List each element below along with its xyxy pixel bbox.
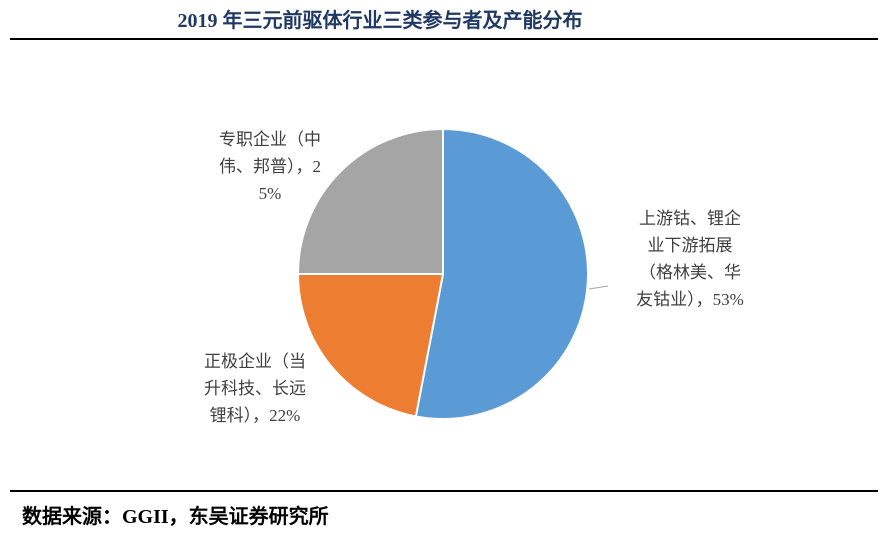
value-label: 53% — [712, 290, 744, 309]
slice-label: 正极企业（当升科技、长远锂科），22% — [199, 348, 311, 429]
category-label: 专职企业（中伟、邦普）， — [219, 130, 321, 176]
pie-slice — [296, 273, 445, 418]
leader-line — [588, 285, 609, 290]
slice-label: 专职企业（中伟、邦普），25% — [214, 126, 326, 207]
pie-slice — [414, 127, 589, 420]
value-label: 25% — [258, 157, 321, 203]
source-note: 数据来源：GGII，东吴证券研究所 — [22, 506, 329, 528]
category-label: 正极企业（当升科技、长远锂科）， — [204, 352, 306, 425]
slice-label: 上游钴、锂企业下游拓展（格林美、华友钴业），53% — [634, 205, 746, 313]
pie-slice — [296, 127, 444, 275]
category-label: 上游钴、锂企业下游拓展（格林美、华友钴业）， — [636, 209, 741, 309]
chart-title: 2019 年三元前驱体行业三类参与者及产能分布 — [177, 10, 583, 32]
value-label: 22% — [269, 406, 301, 425]
